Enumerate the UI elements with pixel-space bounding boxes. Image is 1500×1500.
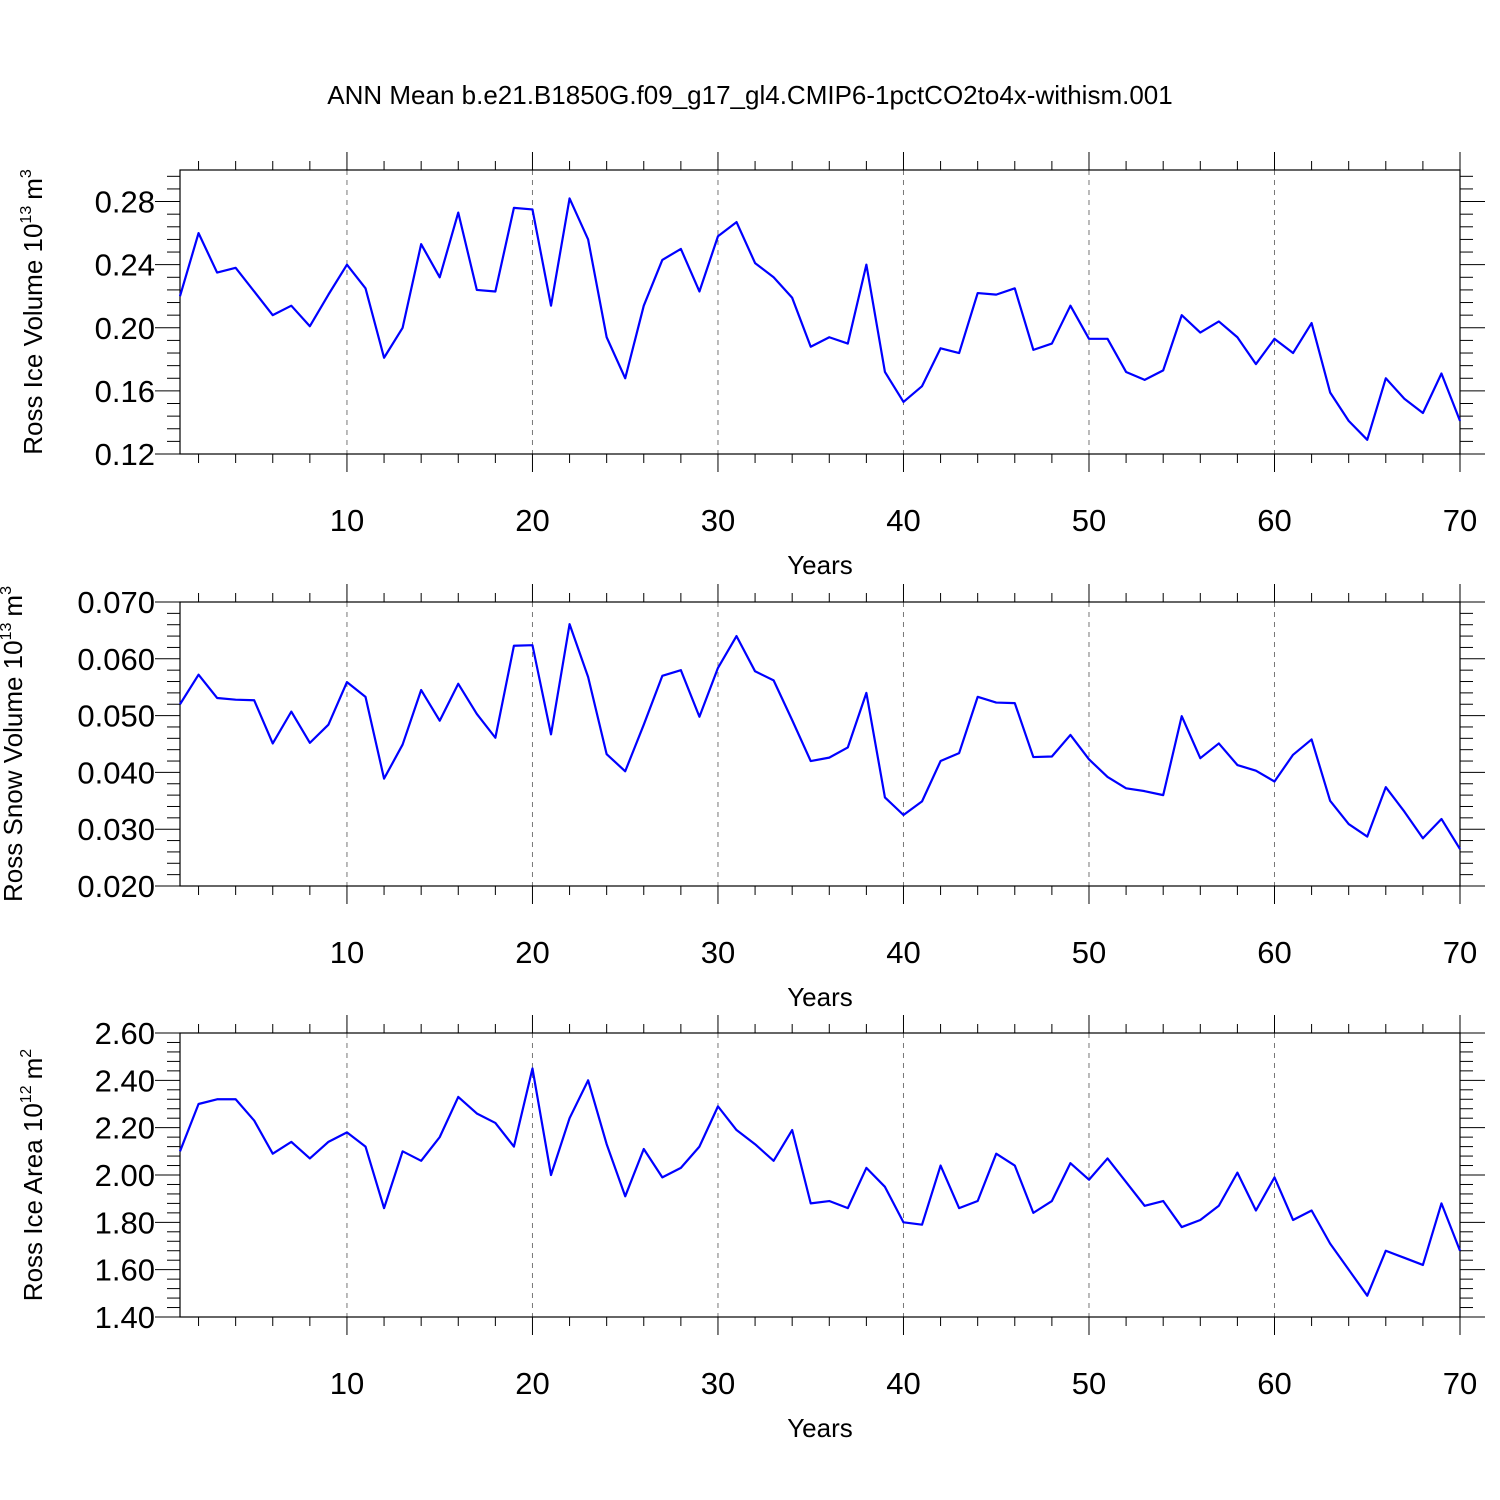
y-axis-title: Ross Snow Volume 1013 m3: [0, 586, 28, 902]
y-axis-title-unit-exponent: 3: [18, 169, 35, 178]
x-tick-label: 20: [515, 1366, 549, 1401]
x-tick-label: 60: [1257, 1366, 1291, 1401]
x-tick-label: 10: [330, 1366, 364, 1401]
y-axis-title-unit-exponent: 3: [0, 586, 15, 595]
x-tick-label: 60: [1257, 935, 1291, 970]
y-axis-title-unit: m: [0, 595, 28, 617]
y-tick-label: 2.60: [95, 1016, 155, 1051]
y-axis-title-exponent: 13: [18, 206, 35, 224]
x-tick-label: 30: [701, 935, 735, 970]
y-tick-label: 0.24: [95, 248, 155, 283]
y-tick-label: 2.20: [95, 1111, 155, 1146]
y-axis-title: Ross Ice Volume 1013 m3: [18, 169, 48, 455]
x-tick-label: 30: [701, 503, 735, 538]
y-tick-label: 2.40: [95, 1063, 155, 1098]
x-tick-label: 20: [515, 935, 549, 970]
y-tick-label: 2.00: [95, 1158, 155, 1193]
plot-frame: [179, 1032, 1461, 1318]
y-axis-title-unit: m: [18, 1058, 48, 1080]
y-axis-title: Ross Ice Area 1012 m2: [18, 1049, 48, 1301]
x-tick-label: 70: [1443, 1366, 1477, 1401]
y-axis-title-exponent: 13: [0, 622, 15, 640]
plot-frame: [179, 169, 1461, 455]
y-tick-label: 0.050: [77, 699, 155, 734]
y-axis-title-text: Ross Snow Volume 10: [0, 640, 28, 902]
y-tick-label: 1.80: [95, 1205, 155, 1240]
x-tick-label: 40: [886, 503, 920, 538]
y-axis-title-text: Ross Ice Volume 10: [18, 224, 48, 455]
x-tick-label: 50: [1072, 1366, 1106, 1401]
y-tick-label: 0.070: [77, 585, 155, 620]
y-tick-label: 1.60: [95, 1253, 155, 1288]
x-axis-title: Years: [787, 1413, 853, 1443]
y-tick-label: 1.40: [95, 1300, 155, 1335]
x-tick-label: 70: [1443, 503, 1477, 538]
y-axis-title-text: Ross Ice Area 10: [18, 1103, 48, 1301]
y-tick-label: 0.030: [77, 812, 155, 847]
series-line-ice-volume: [178, 197, 1462, 441]
y-tick-label: 0.040: [77, 755, 155, 790]
y-tick-label: 0.12: [95, 437, 155, 472]
x-tick-label: 20: [515, 503, 549, 538]
y-tick-label: 0.28: [95, 185, 155, 220]
x-tick-label: 30: [701, 1366, 735, 1401]
x-tick-label: 70: [1443, 935, 1477, 970]
panel-ice-area: 1.40 1.60 1.80 2.00 2.20 2.40 2.60 10 20 30 40 50 60…: [18, 1015, 1485, 1443]
x-tick-label: 50: [1072, 935, 1106, 970]
x-tick-label: 60: [1257, 503, 1291, 538]
x-axis-title: Years: [787, 982, 853, 1012]
y-tick-label: 0.16: [95, 374, 155, 409]
y-tick-label: 0.20: [95, 311, 155, 346]
y-axis-title-unit-exponent: 2: [18, 1049, 35, 1058]
x-tick-label: 40: [886, 935, 920, 970]
y-axis-title-unit: m: [18, 178, 48, 200]
x-axis-title: Years: [787, 550, 853, 580]
y-tick-label: 0.020: [77, 869, 155, 904]
series-line-snow-volume: [179, 623, 1461, 850]
plot-frame: [179, 601, 1461, 887]
x-tick-label: 10: [330, 503, 364, 538]
x-tick-label: 10: [330, 935, 364, 970]
y-tick-label: 0.060: [77, 642, 155, 677]
series-line-ice-area: [178, 1067, 1462, 1297]
x-tick-label: 40: [886, 1366, 920, 1401]
x-tick-label: 50: [1072, 503, 1106, 538]
chart-title: ANN Mean b.e21.B1850G.f09_g17_gl4.CMIP6-…: [327, 80, 1173, 110]
panel-ice-volume: 0.12 0.16 0.20 0.24 0.28 10 20 30 40 50 60 70 Years R…: [18, 152, 1485, 580]
y-axis-title-exponent: 12: [18, 1085, 35, 1103]
panel-snow-volume: 0.020 0.030 0.040 0.050 0.060 0.070 10 20 30 40 50…: [0, 584, 1485, 1012]
